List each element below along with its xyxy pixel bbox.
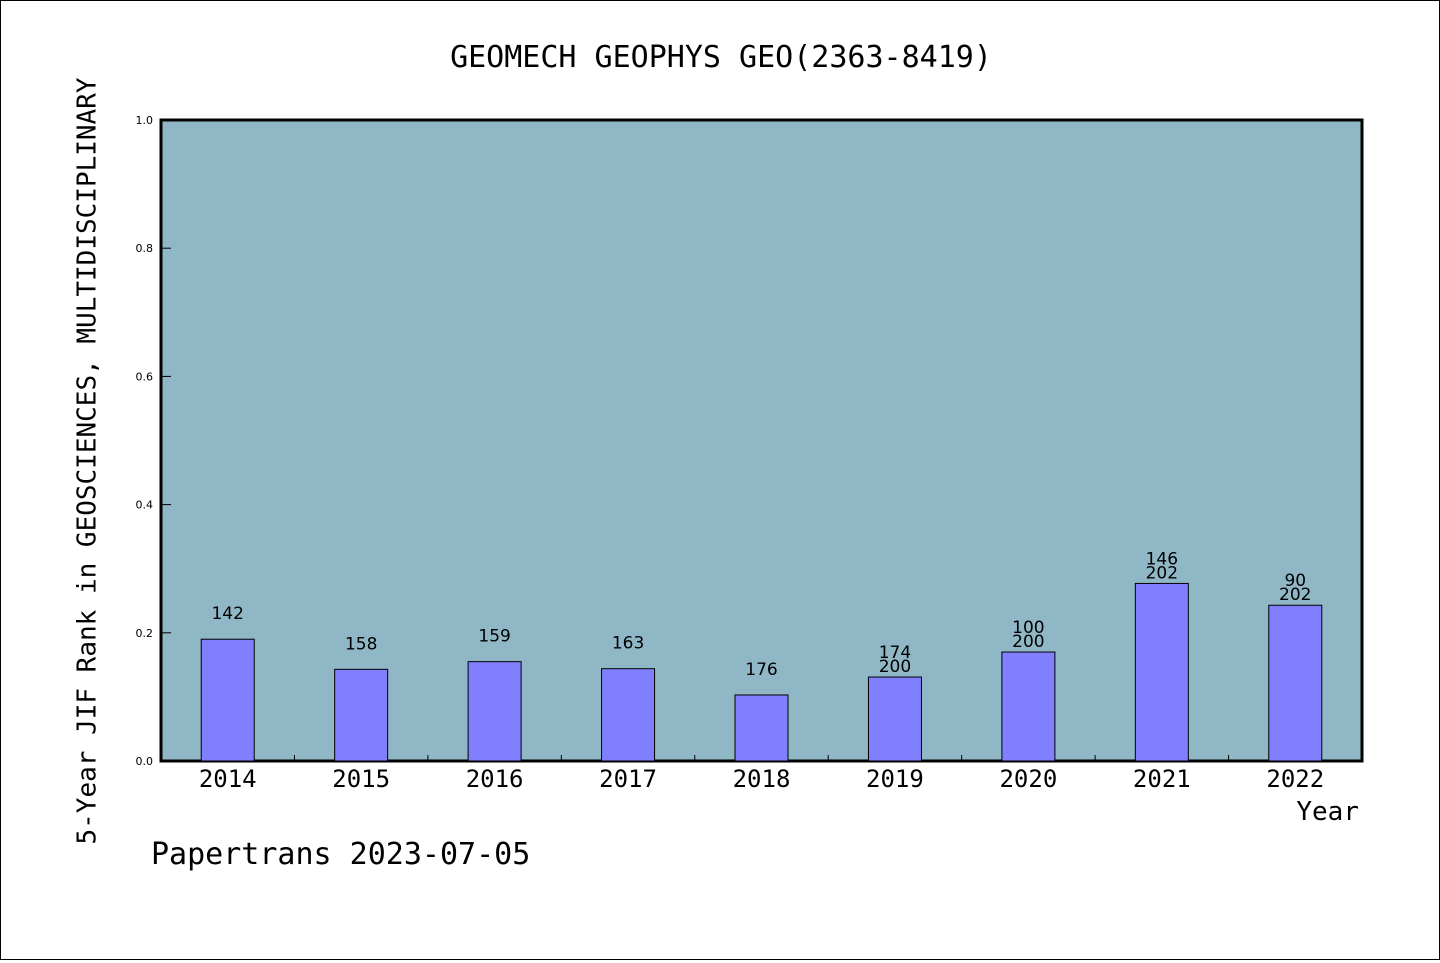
- x-tick-label: 2015: [332, 765, 390, 793]
- x-axis-label: Year: [1296, 797, 1359, 827]
- bar: [1268, 604, 1323, 762]
- bar-data-label-numerator: 174: [879, 643, 911, 663]
- y-tick-label: 0.2: [136, 627, 154, 640]
- bar: [1001, 651, 1056, 762]
- bar-data-label: 163: [612, 634, 644, 654]
- bar-data-label: 158: [345, 634, 377, 654]
- y-tick-label: 0.4: [136, 499, 154, 512]
- bar-data-label-numerator: 90: [1284, 571, 1306, 591]
- y-axis-label-group: 5-Year JIF Rank in GEOSCIENCES, MULTIDIS…: [73, 77, 103, 844]
- x-tick-label: 2014: [199, 765, 257, 793]
- x-tick-label: 2018: [733, 765, 791, 793]
- bar-data-label-numerator: 146: [1146, 549, 1178, 569]
- x-tick-label: 2022: [1266, 765, 1324, 793]
- bar: [1134, 582, 1189, 762]
- bar: [867, 676, 922, 762]
- bar-data-label-denominator: 200: [879, 657, 911, 677]
- y-axis-label: 5-Year JIF Rank in GEOSCIENCES, MULTIDIS…: [73, 77, 103, 844]
- bar-data-label: 159: [478, 627, 510, 647]
- bar-data-label: 176: [745, 660, 777, 680]
- bar-data-label-denominator: 202: [1146, 563, 1178, 583]
- footer-text: Papertrans 2023-07-05: [151, 837, 530, 872]
- bar-data-label-denominator: 200: [1012, 632, 1044, 652]
- x-tick-label: 2016: [466, 765, 524, 793]
- x-tick-label: 2020: [999, 765, 1057, 793]
- bar-data-label-denominator: 202: [1279, 585, 1311, 605]
- bar: [467, 661, 522, 762]
- bar: [734, 694, 789, 762]
- bar-data-label-numerator: 100: [1012, 618, 1044, 638]
- bar-data-label: 142: [211, 604, 243, 624]
- x-axis: 2014 2015 2016 2017 2018 2019 2020 2021 2022: [199, 755, 1324, 793]
- y-tick-label: 0.8: [136, 242, 154, 255]
- x-tick-label: 2019: [866, 765, 924, 793]
- chart-title: GEOMECH GEOPHYS GEO(2363-8419): [450, 40, 992, 75]
- bar-series: [200, 582, 1323, 762]
- y-axis: 0.0 0.2 0.4 0.6 0.8 1.0: [136, 114, 171, 768]
- x-tick-label: 2017: [599, 765, 657, 793]
- y-tick-label: 0.0: [136, 755, 154, 768]
- y-tick-label: 1.0: [136, 114, 154, 127]
- bar: [200, 638, 255, 762]
- bar: [334, 668, 389, 762]
- y-tick-label: 0.6: [136, 370, 154, 383]
- bar: [601, 668, 656, 762]
- x-tick-label: 2021: [1133, 765, 1191, 793]
